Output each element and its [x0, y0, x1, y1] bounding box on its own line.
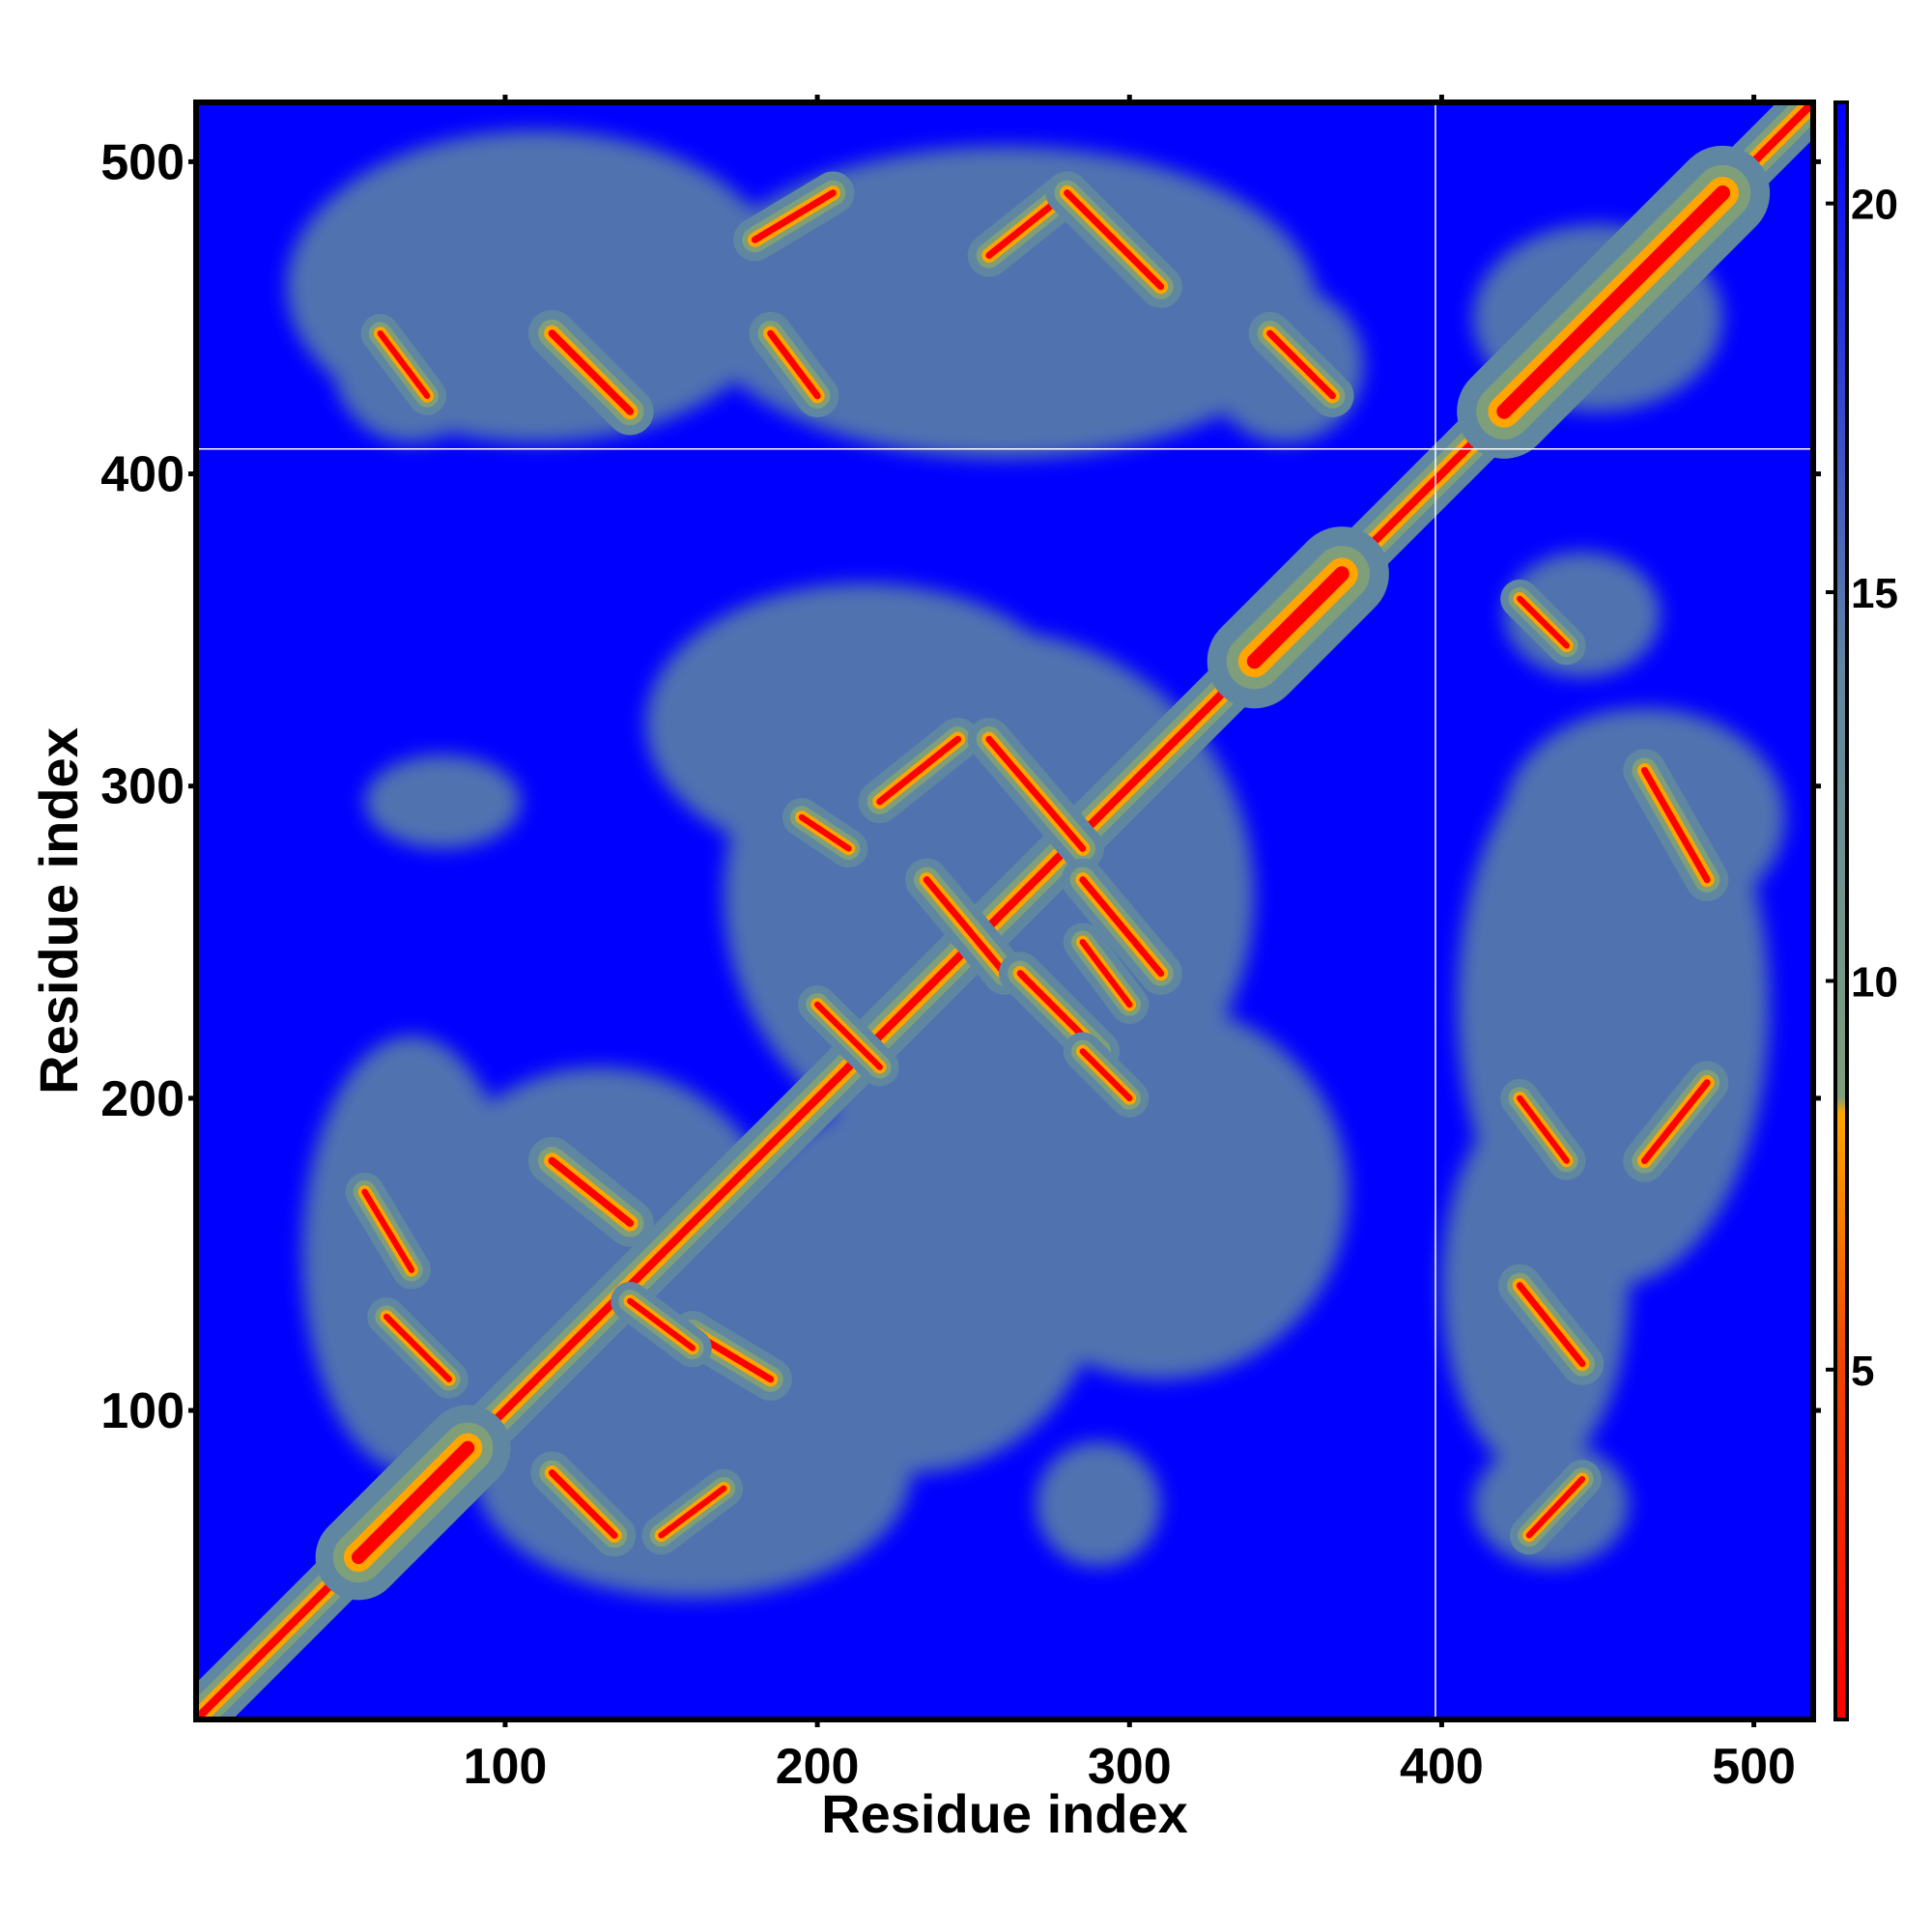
colorbar-tick-label: 10 — [1851, 958, 1898, 1006]
x-axis-title: Residue index — [821, 1783, 1188, 1844]
contact-band — [315, 1405, 511, 1601]
haze-blob — [1504, 707, 1785, 927]
contact-band — [527, 1137, 654, 1247]
y-tick-label: 200 — [100, 1071, 185, 1127]
colorbar-gradient — [1835, 102, 1847, 1719]
y-axis: 100 200 300 400 500 — [100, 134, 1821, 1439]
contact-band — [798, 984, 899, 1087]
contact-band — [641, 1468, 744, 1555]
contact-bands — [196, 102, 1813, 1719]
colorbar-ticks: 5 10 15 20 — [1826, 182, 1898, 1395]
contact-band — [530, 1451, 637, 1557]
domain-guide-lines — [196, 102, 1813, 1719]
x-tick-label: 400 — [1400, 1739, 1484, 1795]
x-tick-label: 500 — [1712, 1739, 1796, 1795]
x-axis: 100 200 300 400 500 — [464, 95, 1796, 1795]
y-tick-label: 100 — [100, 1383, 185, 1439]
contact-band — [527, 309, 654, 436]
colorbar-frame — [1833, 100, 1849, 1721]
y-tick-label: 500 — [100, 134, 185, 190]
colorbar: 5 10 15 20 — [1826, 100, 1898, 1721]
colorbar-tick-label: 20 — [1851, 182, 1898, 229]
x-tick-label: 300 — [1088, 1739, 1172, 1795]
y-tick-label: 300 — [100, 759, 185, 815]
contact-band — [360, 314, 447, 415]
x-tick-label: 100 — [464, 1739, 548, 1795]
haze-blob — [692, 146, 1318, 459]
contact-band — [1500, 1078, 1586, 1180]
contact-band — [611, 1281, 712, 1368]
contact-band — [367, 1297, 469, 1399]
colorbar-tick-label: 5 — [1851, 1348, 1874, 1395]
contact-band — [1045, 171, 1182, 308]
y-axis-title: Residue index — [28, 727, 89, 1094]
y-tick-label: 400 — [100, 447, 185, 503]
contact-band — [1063, 1032, 1150, 1118]
contact-band — [858, 718, 980, 824]
haze-blob — [364, 754, 522, 849]
x-tick-label: 200 — [776, 1739, 860, 1795]
contact-band — [1061, 858, 1182, 995]
contact-band — [733, 171, 855, 262]
contact-band — [904, 858, 1027, 995]
contact-band — [1063, 923, 1150, 1024]
haze-blob — [645, 582, 1083, 865]
contact-band — [749, 311, 839, 417]
contact-band — [1207, 526, 1389, 709]
plot-frame — [193, 99, 1816, 1722]
contact-band — [1623, 1061, 1729, 1182]
contact-band — [967, 718, 1105, 870]
contact-band — [1457, 145, 1771, 459]
contact-band — [1248, 311, 1354, 417]
contact-band — [1509, 1460, 1602, 1555]
contact-band — [781, 798, 868, 868]
colorbar-tick-label: 15 — [1851, 570, 1898, 617]
haze-blob — [973, 1004, 1349, 1379]
heatmap-plot — [193, 99, 1816, 1722]
contact-band — [1623, 749, 1729, 901]
contact-band — [1498, 1264, 1605, 1385]
far-contact-haze — [286, 130, 1785, 1598]
contact-band — [345, 1172, 431, 1290]
contact-band — [1500, 579, 1586, 666]
haze-blob — [1036, 1441, 1161, 1567]
